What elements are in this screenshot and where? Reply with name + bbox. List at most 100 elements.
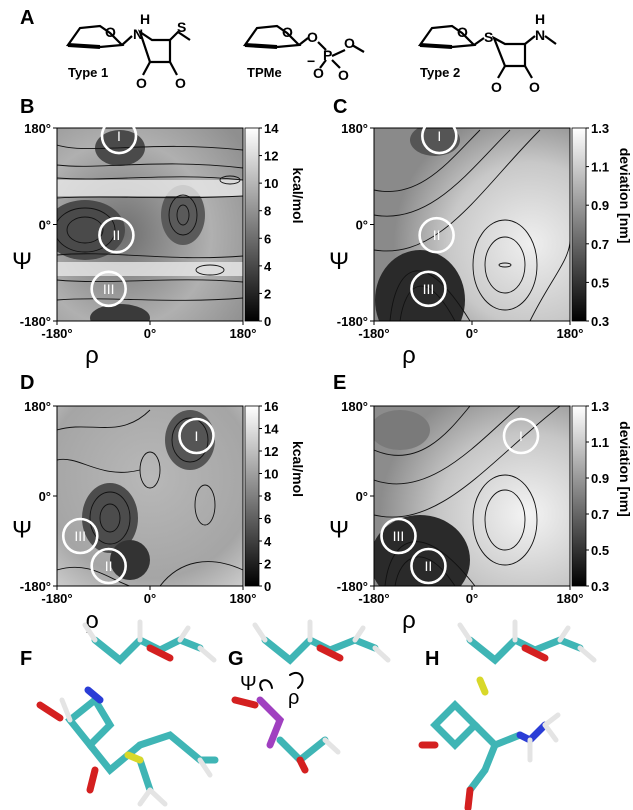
x-tick-label-b: 0° bbox=[144, 326, 156, 341]
colorbar-tick-label-c: 0.5 bbox=[591, 275, 609, 290]
colorbar-title-d: kcal/mol bbox=[290, 441, 306, 497]
molecule-g bbox=[231, 619, 391, 774]
structure-tpme bbox=[242, 24, 365, 69]
type1-o1: O bbox=[136, 75, 147, 91]
y-tick-label-d: -180° bbox=[20, 579, 51, 594]
colorbar-tick-label-d: 8 bbox=[264, 489, 271, 504]
marker-circle-d bbox=[90, 547, 127, 585]
marker-label-e: III bbox=[393, 528, 405, 544]
type2-o1: O bbox=[491, 79, 502, 95]
panel-label-e: E bbox=[333, 372, 346, 394]
colorbar-tick-label-b: 12 bbox=[264, 149, 278, 164]
panel-label-c: C bbox=[333, 96, 347, 118]
marker-circle-e bbox=[502, 417, 540, 455]
colorbar-tick-label-e: 0.3 bbox=[591, 579, 609, 594]
heatmap-b-field bbox=[57, 128, 243, 321]
colorbar-tick-label-d: 0 bbox=[264, 579, 271, 594]
colorbar-tick-label-c: 1.1 bbox=[591, 160, 609, 175]
marker-label-c: I bbox=[437, 128, 441, 144]
type1-label: Type 1 bbox=[68, 65, 108, 80]
marker-circle-b bbox=[90, 270, 127, 308]
type2-h: H bbox=[535, 11, 545, 27]
type1-n: N bbox=[133, 26, 143, 42]
panel-label-f: F bbox=[20, 648, 32, 670]
y-tick-label-c: 180° bbox=[341, 121, 368, 136]
marker-circle-c bbox=[421, 117, 458, 155]
heatmap-e-field bbox=[374, 406, 570, 586]
marker-label-b: I bbox=[117, 128, 121, 144]
tpme-o-minus: O bbox=[313, 65, 324, 81]
y-tick-label-b: -180° bbox=[20, 314, 51, 329]
colorbar-tick-label-b: 10 bbox=[264, 176, 278, 191]
y-axis-title-d: Ψ bbox=[12, 516, 32, 543]
x-tick-label-c: 0° bbox=[466, 326, 478, 341]
colorbar-tick-label-c: 1.3 bbox=[591, 121, 609, 136]
marker-circle-c bbox=[418, 216, 455, 254]
x-tick-label-c: -180° bbox=[358, 326, 389, 341]
heatmap-d-field bbox=[57, 406, 243, 586]
structure-type2 bbox=[417, 24, 557, 79]
y-tick-label-d: 0° bbox=[39, 489, 51, 504]
colorbar-tick-label-c: 0.7 bbox=[591, 237, 609, 252]
x-axis-title-b: ρ bbox=[85, 342, 99, 369]
colorbar-tick-label-e: 0.9 bbox=[591, 471, 609, 486]
panel-label-g: G bbox=[228, 648, 244, 670]
colorbar-tick-label-e: 1.1 bbox=[591, 435, 609, 450]
marker-circle-e bbox=[380, 517, 417, 555]
marker-label-c: III bbox=[423, 281, 435, 297]
heatmap-c-field bbox=[374, 128, 570, 321]
colorbar-tick-label-b: 2 bbox=[264, 286, 271, 301]
colorbar-tick-label-c: 0.3 bbox=[591, 314, 609, 329]
colorbar-tick-label-d: 14 bbox=[264, 422, 279, 437]
y-tick-label-e: -180° bbox=[337, 579, 368, 594]
type2-s: S bbox=[484, 29, 493, 45]
type2-label: Type 2 bbox=[420, 65, 460, 80]
colorbar-title-b: kcal/mol bbox=[290, 168, 306, 224]
colorbar-tick-label-d: 2 bbox=[264, 557, 271, 572]
colorbar-tick-label-b: 4 bbox=[264, 259, 272, 274]
type2-o2: O bbox=[529, 79, 540, 95]
colorbar-tick-label-b: 0 bbox=[264, 314, 271, 329]
colorbar-tick-label-c: 0.9 bbox=[591, 198, 609, 213]
colorbar-d bbox=[244, 405, 260, 587]
panel-label-b: B bbox=[20, 96, 34, 118]
type1-o-ring: O bbox=[105, 24, 116, 40]
marker-label-d: II bbox=[105, 558, 113, 574]
marker-label-b: II bbox=[113, 227, 121, 243]
x-axis-title-e: ρ bbox=[402, 607, 416, 634]
marker-label-e: II bbox=[425, 558, 433, 574]
colorbar-tick-label-d: 12 bbox=[264, 444, 278, 459]
marker-label-b: III bbox=[103, 281, 115, 297]
x-tick-label-b: 180° bbox=[230, 326, 257, 341]
type1-s: S bbox=[177, 19, 186, 35]
y-tick-label-b: 180° bbox=[24, 121, 51, 136]
torsion-rho-label: ρ bbox=[288, 687, 299, 709]
tpme-o-down: O bbox=[338, 67, 349, 83]
y-tick-label-e: 0° bbox=[356, 489, 368, 504]
y-axis-title-e: Ψ bbox=[329, 516, 349, 543]
colorbar-b bbox=[244, 127, 260, 322]
type2-o-ring: O bbox=[457, 24, 468, 40]
colorbar-title-e: deviation [nm] bbox=[617, 421, 633, 517]
colorbar-tick-label-e: 0.7 bbox=[591, 507, 609, 522]
colorbar-title-c: deviation [nm] bbox=[617, 148, 633, 244]
tpme-label: TPMe bbox=[247, 65, 282, 80]
y-axis-title-c: Ψ bbox=[329, 248, 349, 275]
x-axis-title-c: ρ bbox=[402, 342, 416, 369]
marker-label-e: I bbox=[519, 428, 523, 444]
x-tick-label-d: -180° bbox=[41, 591, 72, 606]
marker-circle-d bbox=[61, 517, 99, 555]
molecule-h bbox=[418, 619, 597, 810]
colorbar-tick-label-e: 0.5 bbox=[591, 543, 609, 558]
y-axis-title-b: Ψ bbox=[12, 248, 32, 275]
y-tick-label-b: 0° bbox=[39, 218, 51, 233]
colorbar-tick-label-d: 6 bbox=[264, 512, 271, 527]
colorbar-tick-label-d: 16 bbox=[264, 399, 278, 414]
x-tick-label-d: 180° bbox=[230, 591, 257, 606]
chart-overlays: -180° 0° 180° 180° 0° -180° ρ Ψ 14 12 10 8 6 4 2 0 kcal/… bbox=[12, 117, 633, 634]
colorbar-tick-label-d: 10 bbox=[264, 467, 278, 482]
marker-circle-d bbox=[178, 417, 215, 455]
colorbar-tick-label-b: 8 bbox=[264, 204, 271, 219]
x-tick-label-b: -180° bbox=[41, 326, 72, 341]
